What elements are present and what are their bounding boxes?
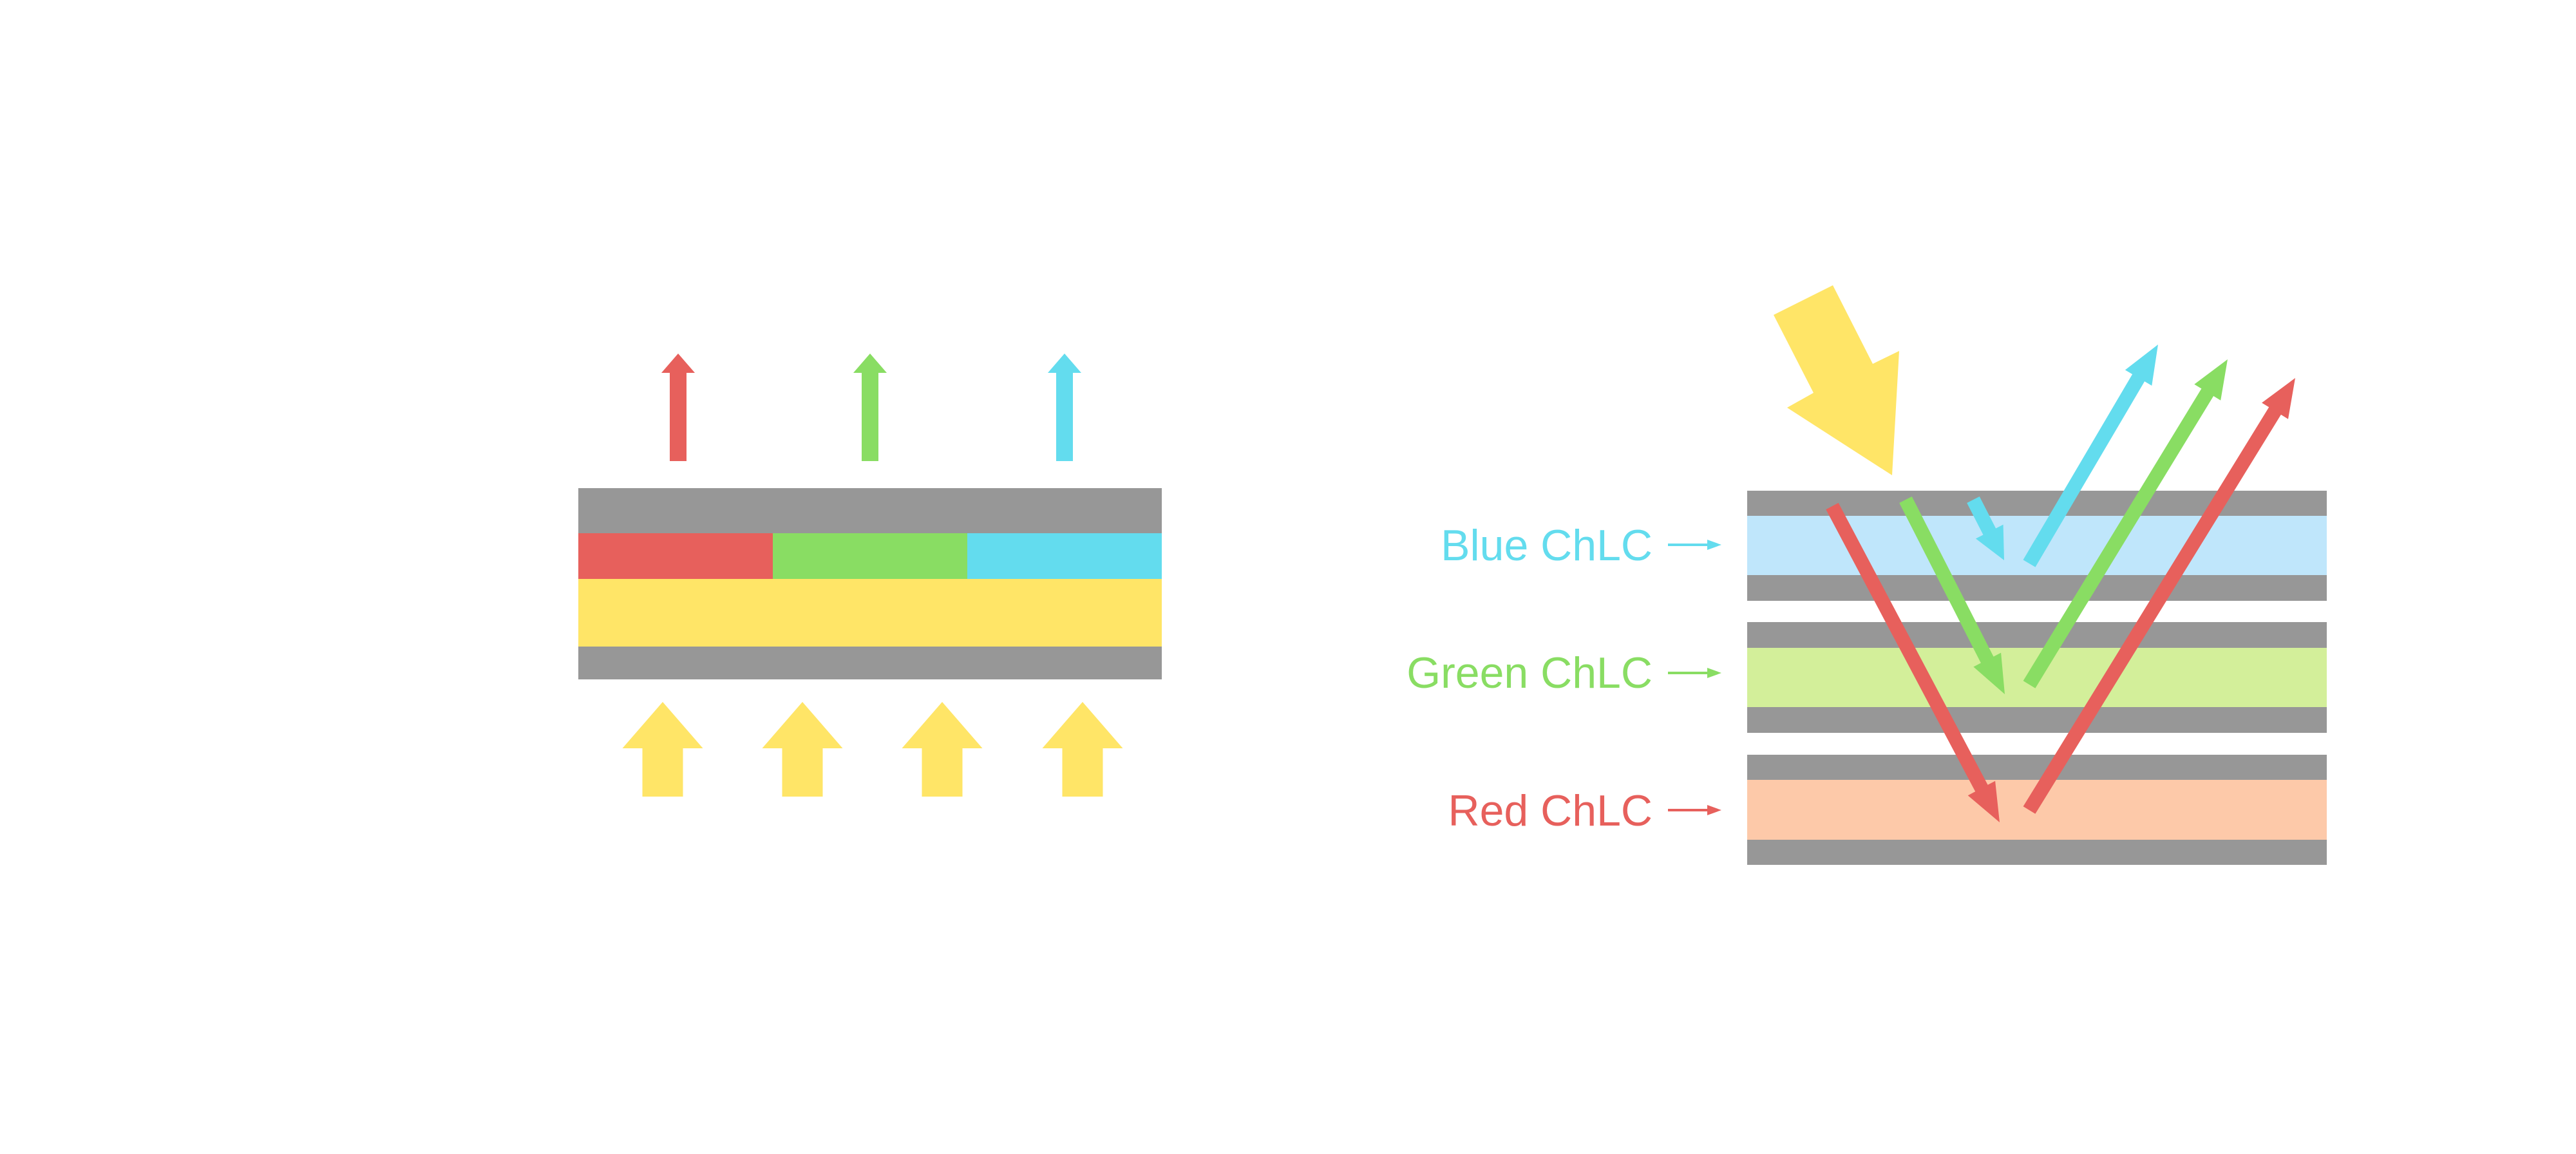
green-output-arrow [853,354,887,461]
red-chlc-label: Red ChLC [1448,786,1653,835]
red-label-pointer [1668,805,1721,815]
blue-chlc-label: Blue ChLC [1441,521,1653,570]
red-reflected-arrow [2023,378,2295,814]
left-arrows [622,354,1123,797]
backlight-arrow-1 [622,702,703,797]
backlight-arrow-3 [902,702,983,797]
green-chlc-label: Green ChLC [1406,648,1653,697]
reflection-arrows [1826,345,2295,822]
label-pointers [1668,540,1721,815]
backlight-layer [578,579,1162,647]
bottom-substrate [578,647,1162,679]
top-substrate [578,488,1162,533]
green-filter [773,533,967,579]
green-incident-arrow [1899,497,2005,694]
color-filter-stack [578,488,1162,679]
blue-output-arrow [1048,354,1081,461]
green-reflected-arrow [2023,359,2228,688]
red-output-arrow [661,354,695,461]
blue-chlc-bottom-substrate [1747,575,2327,601]
red-filter [578,533,773,579]
blue-filter [967,533,1162,579]
backlight-arrow-2 [762,702,843,797]
red-incident-arrow [1826,502,2000,822]
blue-label-pointer [1668,540,1721,550]
incident-light-arrow [1774,285,1899,475]
green-chlc-top-substrate [1747,622,2327,648]
blue-incident-arrow [1967,497,2004,560]
green-chlc-bottom-substrate [1747,707,2327,733]
blue-reflected-arrow [2023,345,2158,567]
red-chlc-bottom-substrate [1747,840,2327,865]
green-label-pointer [1668,668,1721,678]
backlight-arrow-4 [1042,702,1123,797]
red-chlc-top-substrate [1747,755,2327,780]
